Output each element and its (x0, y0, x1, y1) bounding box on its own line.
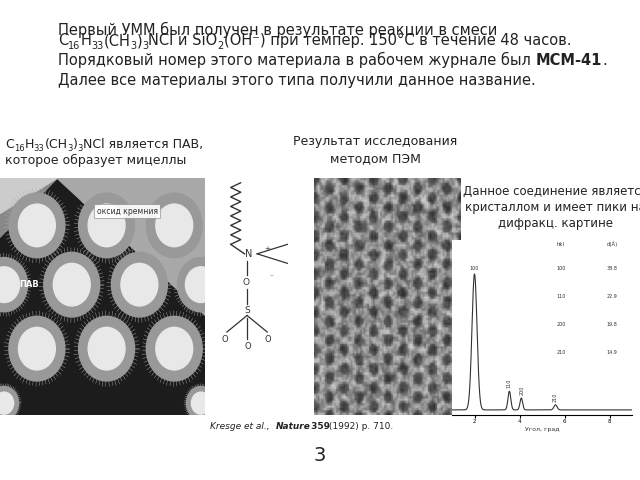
Text: 100: 100 (470, 265, 479, 271)
Text: Первый УММ был получен в результате реакции в смеси: Первый УММ был получен в результате реак… (58, 22, 497, 38)
Text: (CH: (CH (104, 33, 131, 48)
Circle shape (88, 327, 125, 370)
Circle shape (0, 386, 19, 420)
Circle shape (19, 204, 55, 247)
Text: методом ПЭМ: методом ПЭМ (330, 152, 420, 165)
Text: d(Å): d(Å) (607, 242, 618, 247)
Text: 110: 110 (507, 378, 512, 388)
Text: ): ) (73, 138, 77, 151)
Polygon shape (0, 178, 58, 214)
Text: 210: 210 (553, 393, 558, 402)
Text: Данное соединение является: Данное соединение является (463, 185, 640, 198)
Circle shape (19, 327, 55, 370)
Text: оксид кремния: оксид кремния (97, 207, 157, 216)
Text: 359: 359 (308, 422, 330, 431)
Text: 3: 3 (67, 144, 73, 153)
Text: .: . (602, 53, 607, 68)
Text: ): ) (136, 33, 142, 48)
Text: кристаллом и имеет пики на: кристаллом и имеет пики на (465, 201, 640, 214)
Circle shape (147, 193, 202, 258)
Circle shape (147, 316, 202, 381)
Text: 110: 110 (556, 294, 566, 299)
Text: N: N (244, 249, 252, 259)
Text: (OH⁻) при темпер. 150°C в течение 48 часов.: (OH⁻) при темпер. 150°C в течение 48 час… (224, 33, 572, 48)
Text: Kresge et al.,: Kresge et al., (210, 422, 273, 431)
Text: ПАВ: ПАВ (19, 280, 38, 289)
Text: 38.8: 38.8 (607, 266, 618, 271)
Text: ⁻: ⁻ (269, 275, 273, 280)
Text: 210: 210 (556, 350, 566, 355)
Text: (CH: (CH (45, 138, 67, 151)
Circle shape (79, 193, 134, 258)
X-axis label: Угол, град: Угол, град (525, 427, 559, 432)
Text: 33: 33 (92, 41, 104, 51)
Text: S: S (244, 306, 250, 315)
Circle shape (0, 258, 28, 312)
Text: 200: 200 (519, 385, 524, 395)
Circle shape (9, 193, 65, 258)
Circle shape (121, 264, 158, 306)
Text: 3: 3 (131, 41, 136, 51)
Text: hkl: hkl (556, 242, 564, 247)
Text: NCl и SiO: NCl и SiO (148, 33, 218, 48)
Text: 3: 3 (142, 41, 148, 51)
Text: NCl является ПАВ,: NCl является ПАВ, (83, 138, 204, 151)
Text: МСМ-41: МСМ-41 (536, 53, 602, 68)
Text: (1992) p. 710.: (1992) p. 710. (326, 422, 393, 431)
Text: Nature: Nature (276, 422, 311, 431)
Text: которое образует мицеллы: которое образует мицеллы (5, 154, 186, 167)
Text: C: C (58, 33, 68, 48)
Text: 16: 16 (68, 41, 81, 51)
Polygon shape (58, 178, 205, 315)
Circle shape (191, 392, 211, 414)
Text: C: C (5, 138, 13, 151)
Text: O: O (242, 278, 249, 287)
Text: Порядковый номер этого материала в рабочем журнале был: Порядковый номер этого материала в рабоч… (58, 52, 536, 68)
Text: 33: 33 (34, 144, 45, 153)
Text: 3: 3 (77, 144, 83, 153)
Circle shape (156, 204, 193, 247)
Text: 14.9: 14.9 (607, 350, 618, 355)
Text: 200: 200 (556, 322, 566, 327)
Circle shape (0, 392, 13, 414)
Text: дифракц. картине: дифракц. картине (497, 217, 612, 230)
Text: 100: 100 (556, 266, 566, 271)
Circle shape (53, 264, 90, 306)
Text: O: O (222, 335, 228, 344)
Text: 22.9: 22.9 (607, 294, 618, 299)
Text: H: H (24, 138, 34, 151)
Text: O: O (265, 335, 271, 344)
Text: 2: 2 (218, 41, 224, 51)
Circle shape (177, 258, 225, 312)
Text: Далее все материалы этого типа получили данное название.: Далее все материалы этого типа получили … (58, 73, 536, 88)
Text: 19.8: 19.8 (607, 322, 618, 327)
Text: 16: 16 (13, 144, 24, 153)
Text: O: O (244, 342, 251, 351)
Circle shape (111, 252, 168, 317)
Text: 3: 3 (314, 446, 326, 465)
Circle shape (79, 316, 134, 381)
Circle shape (44, 252, 100, 317)
Circle shape (186, 386, 215, 420)
Circle shape (0, 267, 20, 302)
Circle shape (88, 204, 125, 247)
Circle shape (186, 267, 216, 302)
Text: +: + (265, 246, 271, 252)
Text: Результат исследования: Результат исследования (293, 135, 457, 148)
Text: H: H (81, 33, 92, 48)
Circle shape (9, 316, 65, 381)
Polygon shape (0, 178, 58, 237)
Circle shape (156, 327, 193, 370)
